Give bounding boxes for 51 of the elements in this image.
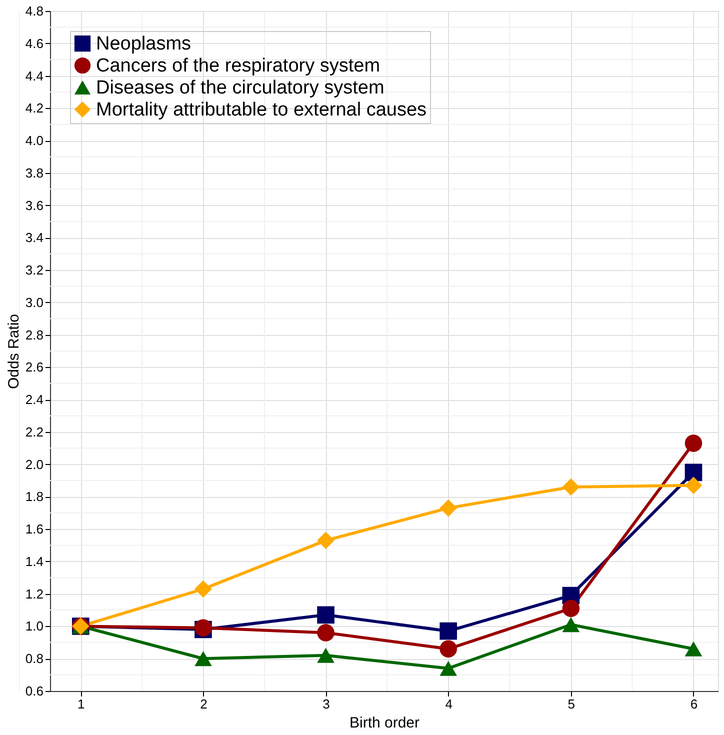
y-tick-label: 1.2: [25, 586, 44, 602]
y-tick-label: 0.6: [25, 684, 44, 698]
y-tick-label: 1.6: [25, 522, 44, 537]
point: [194, 651, 212, 666]
y-tick-label: 3.8: [25, 165, 44, 180]
point: [684, 641, 702, 656]
y-tick-label: 1.0: [25, 618, 44, 634]
y-tick-label: 3.0: [25, 294, 44, 310]
legend-label: Neoplasms: [96, 34, 192, 54]
legend-label: Cancers of the respiratory system: [96, 56, 380, 76]
point: [317, 648, 334, 663]
point: [317, 624, 334, 642]
point: [684, 464, 702, 482]
y-tick-label: 2.4: [25, 392, 44, 408]
point: [684, 434, 702, 452]
point: [440, 499, 458, 517]
y-tick-label: 1.4: [25, 554, 44, 569]
y-tick-label: 0.8: [25, 651, 44, 666]
y-tick-label: 1.8: [25, 489, 44, 504]
x-tick-label: 2: [200, 696, 208, 712]
y-tick-label: 4.4: [25, 68, 44, 84]
point: [440, 622, 458, 640]
point: [317, 532, 334, 550]
point: [440, 640, 458, 658]
point: [317, 606, 334, 624]
y-axis-title: Odds Ratio: [5, 314, 22, 390]
point: [194, 580, 212, 598]
x-tick-label: 1: [78, 696, 85, 712]
point: [562, 600, 580, 618]
x-tick-label: 4: [445, 696, 452, 712]
x-tick-label: 6: [690, 696, 698, 712]
y-tick-label: 3.4: [25, 230, 44, 246]
point: [562, 478, 580, 496]
y-tick-label: 2.0: [25, 456, 44, 472]
legend-label: Mortality attributable to external causes: [96, 100, 427, 120]
point: [562, 617, 580, 632]
x-axis-title: Birth order: [349, 714, 420, 732]
legend-label: Diseases of the circulatory system: [96, 78, 384, 98]
x-tick-label: 5: [568, 696, 576, 712]
y-tick-label: 4.8: [25, 4, 44, 18]
y-tick-label: 4.0: [25, 133, 44, 148]
y-tick-label: 4.2: [25, 100, 44, 116]
x-tick-label: 3: [322, 696, 330, 712]
point: [440, 660, 458, 676]
y-tick-label: 2.8: [25, 327, 44, 342]
y-tick-label: 2.2: [25, 424, 44, 440]
y-tick-label: 4.6: [25, 36, 44, 51]
y-tick-label: 3.6: [25, 198, 44, 213]
point: [684, 476, 702, 494]
y-tick-label: 3.2: [25, 262, 44, 278]
y-tick-label: 2.6: [25, 360, 44, 375]
